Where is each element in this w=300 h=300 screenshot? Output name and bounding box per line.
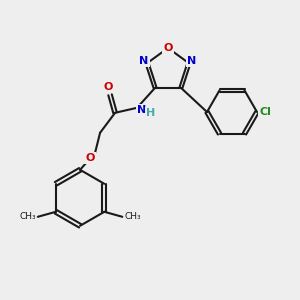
Text: CH₃: CH₃	[124, 212, 141, 221]
Text: O: O	[163, 43, 173, 53]
Text: N: N	[140, 56, 149, 66]
Text: O: O	[103, 82, 113, 92]
Text: O: O	[85, 153, 95, 163]
Text: CH₃: CH₃	[19, 212, 36, 221]
Text: Cl: Cl	[259, 107, 271, 117]
Text: N: N	[137, 105, 147, 115]
Text: N: N	[187, 56, 196, 66]
Text: H: H	[146, 108, 156, 118]
